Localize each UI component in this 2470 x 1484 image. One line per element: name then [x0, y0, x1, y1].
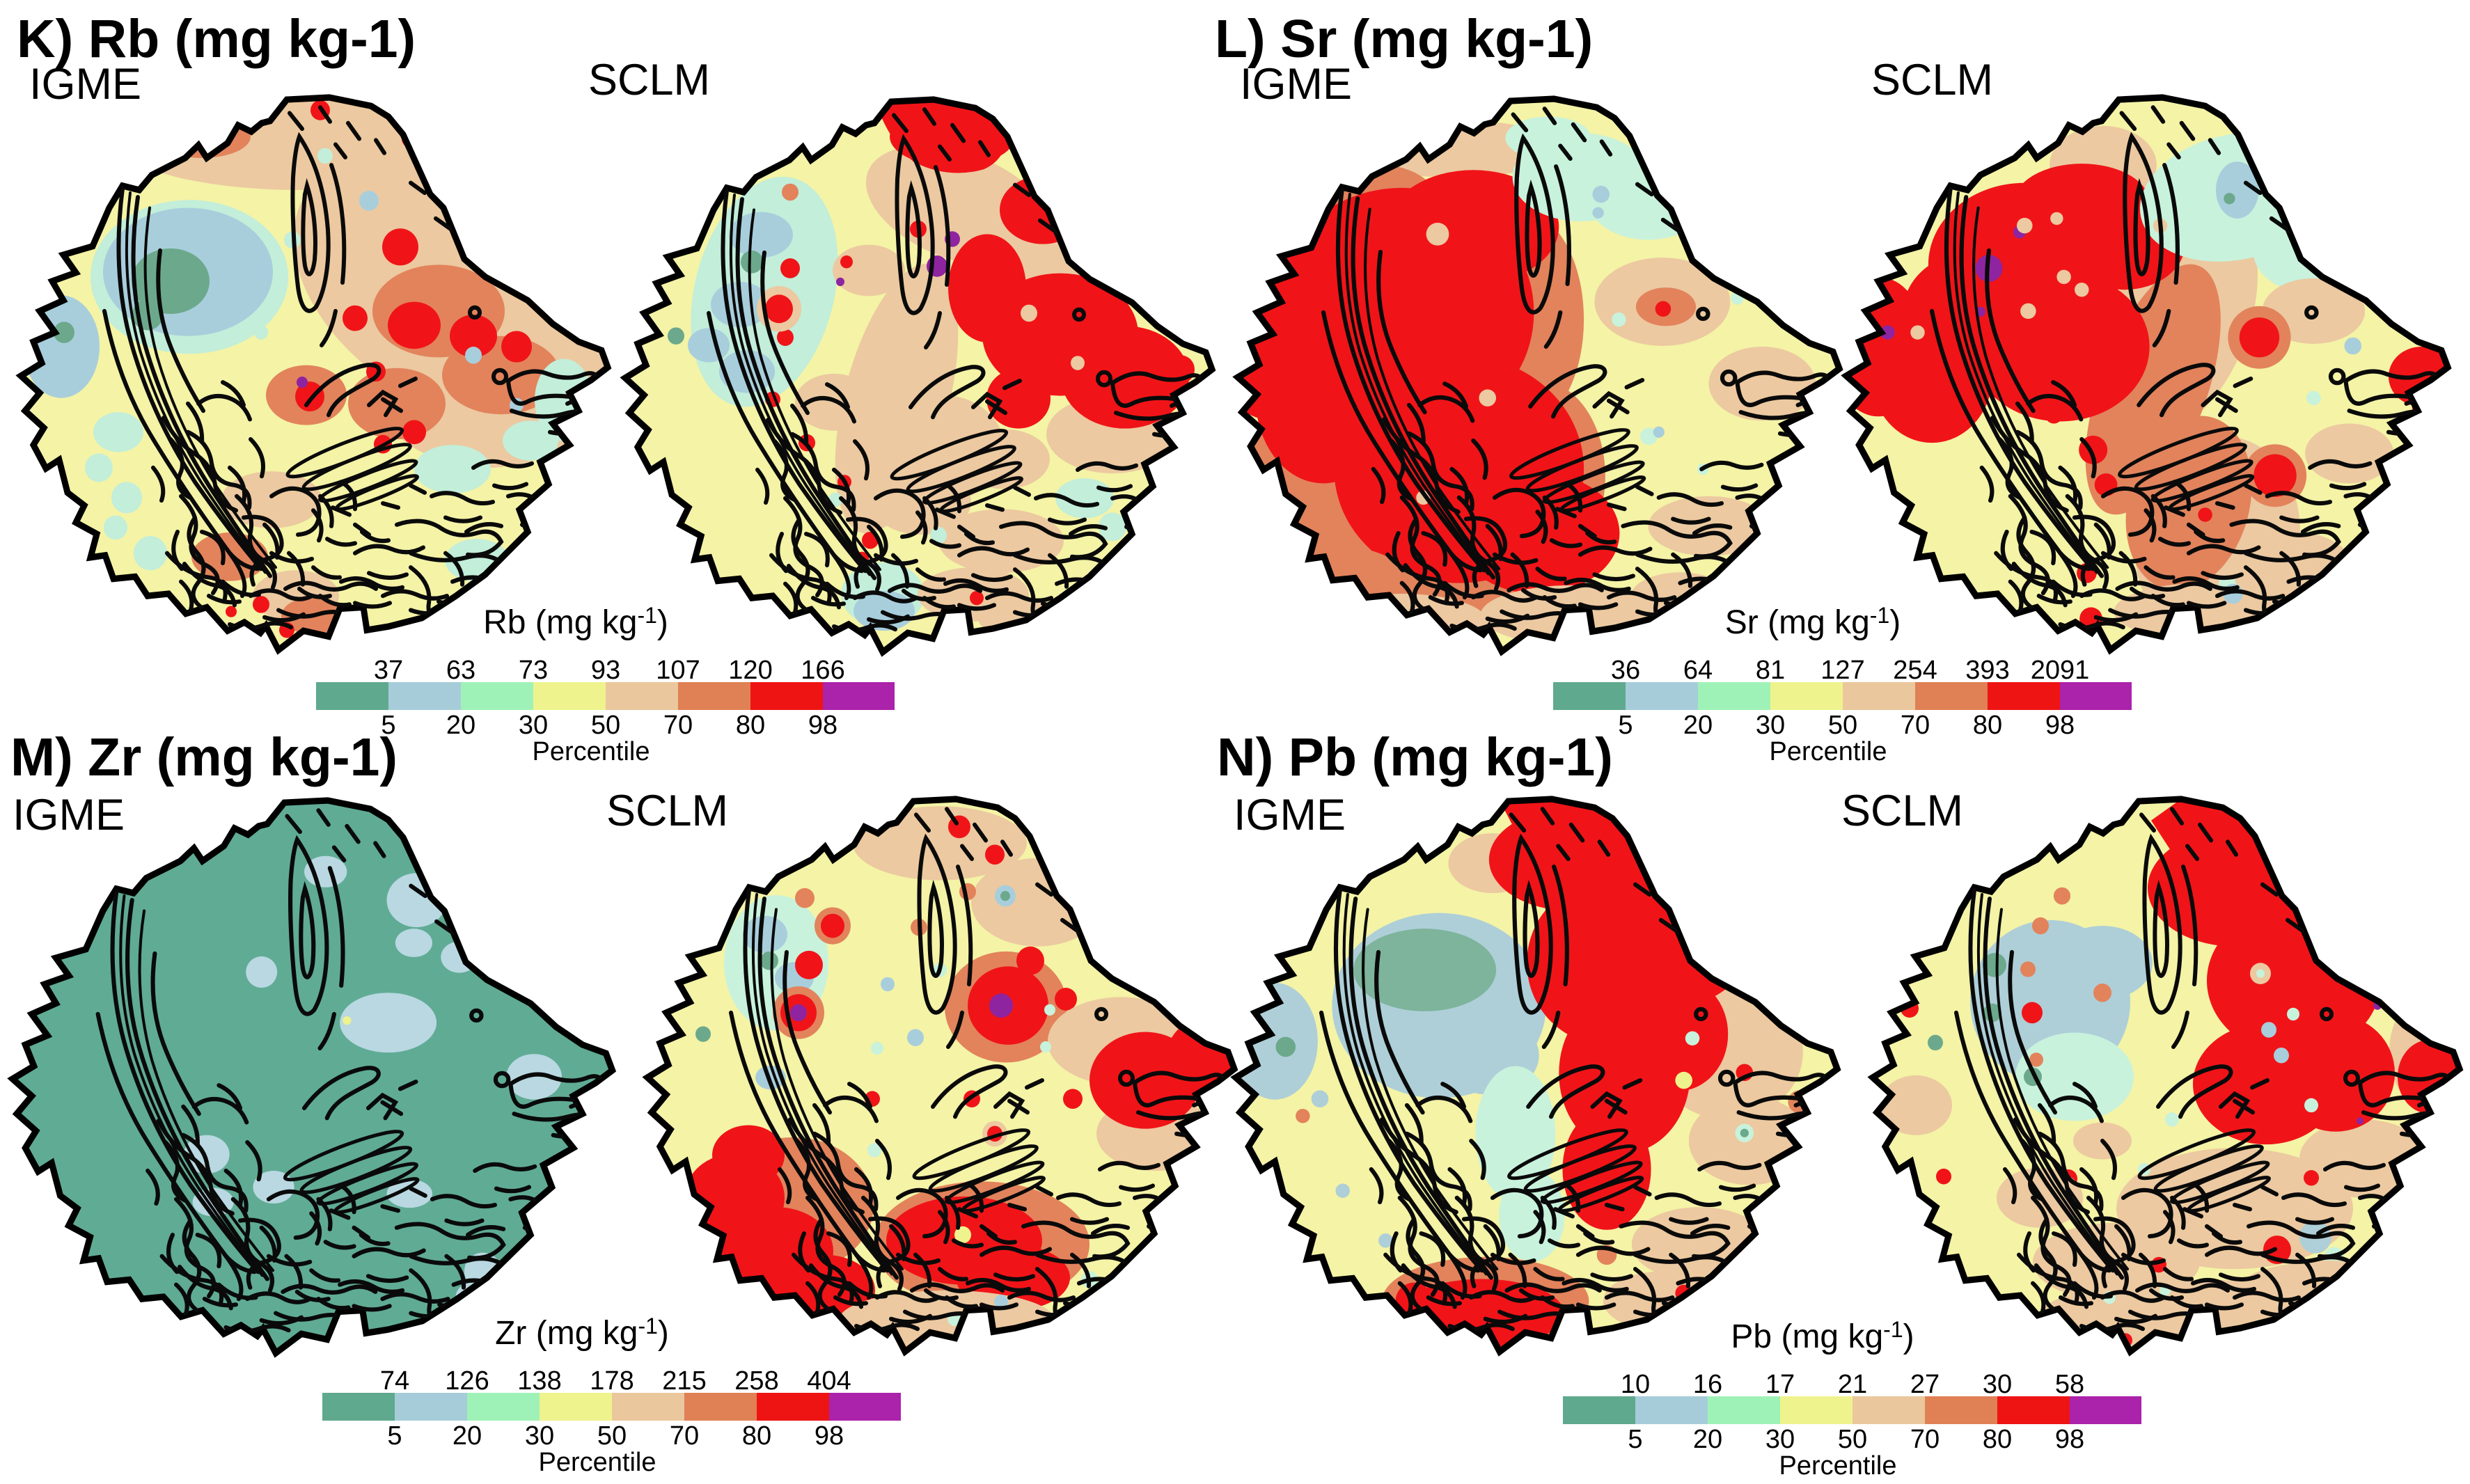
svg-text:M) Zr (mg kg-1): M) Zr (mg kg-1)	[10, 727, 398, 787]
svg-text:K) Rb (mg kg-1): K) Rb (mg kg-1)	[17, 9, 416, 69]
svg-text:127: 127	[1820, 656, 1864, 685]
svg-text:21: 21	[1838, 1370, 1867, 1399]
svg-text:Sr (mg kg-1): Sr (mg kg-1)	[1725, 603, 1901, 641]
svg-text:Rb (mg kg-1): Rb (mg kg-1)	[483, 603, 668, 641]
svg-text:126: 126	[445, 1366, 489, 1396]
svg-text:IGME: IGME	[1240, 60, 1352, 109]
svg-text:37: 37	[374, 656, 403, 685]
svg-text:2091: 2091	[2031, 656, 2090, 685]
svg-text:Pb (mg kg-1): Pb (mg kg-1)	[1731, 1317, 1914, 1355]
svg-text:36: 36	[1611, 656, 1640, 685]
svg-text:L) Sr (mg kg-1): L) Sr (mg kg-1)	[1215, 9, 1593, 69]
svg-text:IGME: IGME	[1234, 791, 1346, 839]
svg-text:93: 93	[591, 656, 620, 685]
svg-text:138: 138	[517, 1366, 561, 1396]
svg-text:SCLM: SCLM	[1871, 56, 1993, 104]
svg-text:16: 16	[1693, 1370, 1722, 1399]
svg-text:178: 178	[590, 1366, 634, 1396]
svg-text:120: 120	[728, 656, 772, 685]
svg-text:73: 73	[519, 656, 548, 685]
svg-text:58: 58	[2055, 1370, 2084, 1399]
svg-text:166: 166	[801, 656, 844, 685]
svg-text:IGME: IGME	[13, 791, 125, 839]
svg-text:10: 10	[1621, 1370, 1650, 1399]
svg-text:30: 30	[1983, 1370, 2012, 1399]
svg-text:SCLM: SCLM	[606, 787, 728, 835]
svg-text:215: 215	[662, 1366, 706, 1396]
svg-text:393: 393	[1965, 656, 2009, 685]
svg-text:258: 258	[734, 1366, 778, 1396]
svg-text:107: 107	[656, 656, 700, 685]
svg-text:63: 63	[446, 656, 475, 685]
svg-text:74: 74	[380, 1366, 409, 1396]
svg-text:SCLM: SCLM	[1841, 787, 1963, 835]
svg-text:IGME: IGME	[29, 60, 141, 109]
svg-text:81: 81	[1756, 656, 1785, 685]
svg-text:254: 254	[1893, 656, 1937, 685]
svg-text:Zr (mg kg-1): Zr (mg kg-1)	[495, 1313, 669, 1352]
svg-text:64: 64	[1683, 656, 1713, 685]
svg-text:N) Pb (mg kg-1): N) Pb (mg kg-1)	[1217, 727, 1613, 787]
svg-text:SCLM: SCLM	[588, 56, 710, 104]
svg-text:404: 404	[807, 1366, 851, 1396]
svg-text:27: 27	[1910, 1370, 1940, 1399]
svg-text:17: 17	[1765, 1370, 1795, 1399]
